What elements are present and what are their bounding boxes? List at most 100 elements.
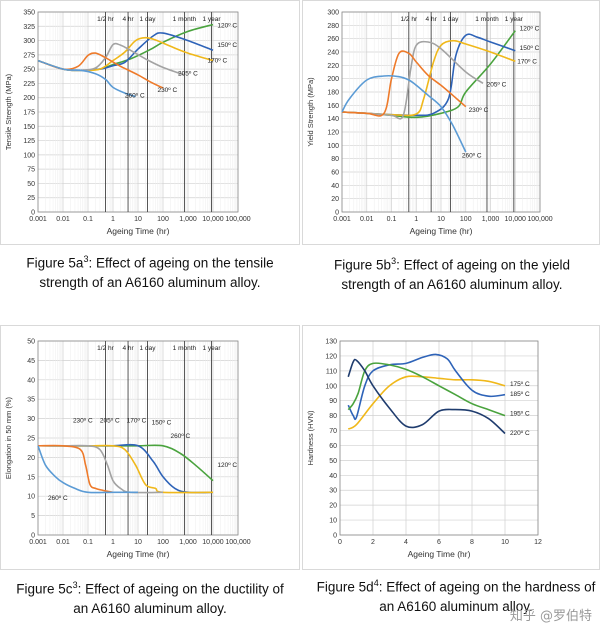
chart-panel-5b: 0 20 40 60 80 100 120 140 160 180 200 220 240 260 280 3… <box>302 0 600 245</box>
series-label: 185º C <box>510 391 530 398</box>
y-tick-label: 80 <box>329 413 337 420</box>
y-tick-label: 50 <box>27 339 35 346</box>
y-tick-label: 30 <box>27 416 35 423</box>
y-tick-label: 75 <box>27 167 35 174</box>
watermark: 知乎 @罗伯特 <box>509 609 592 624</box>
chart-panel-5c: 0 5 10 15 20 25 30 35 40 45 50 0.001 0.01 0.1 1 10 100 1,… <box>0 325 300 570</box>
x-tick-label: 1 <box>111 216 115 223</box>
y-tick-label: 100 <box>327 143 339 150</box>
series-label: 150º C <box>152 419 172 426</box>
chart-5a-tensile-strength: 0 25 50 75 100 125 150 175 200 225 250 275 300 325 350… <box>0 0 300 245</box>
series-label: 205º C <box>100 417 120 424</box>
y-tick-label: 120 <box>327 130 339 137</box>
x-tick-label: 100 <box>460 216 472 223</box>
series-label: 175º C <box>510 381 530 388</box>
caption-5c: Figure 5c3: Effect of ageing on the duct… <box>16 580 284 616</box>
y-tick-label: 275 <box>23 52 35 59</box>
x-tick-label: 1,000 <box>179 539 197 546</box>
x-tick-label: 100,000 <box>225 216 250 223</box>
time-marker-label: 1 month <box>475 16 499 23</box>
chart-5c-elongation: 0 5 10 15 20 25 30 35 40 45 50 0.001 0.01 0.1 1 10 100 1,… <box>0 325 300 570</box>
y-tick-label: 325 <box>23 24 35 31</box>
x-tick-label: 0.001 <box>29 539 47 546</box>
y-tick-label: 30 <box>329 488 337 495</box>
x-tick-label: 100 <box>157 539 169 546</box>
x-tick-label: 1 <box>111 539 115 546</box>
x-tick-label: 4 <box>404 539 408 546</box>
x-tick-label: 10,000 <box>202 539 224 546</box>
y-tick-label: 5 <box>31 513 35 520</box>
series-line <box>37 444 114 494</box>
y-tick-label: 25 <box>27 436 35 443</box>
x-tick-label: 0.1 <box>387 216 397 223</box>
y-tick-label: 45 <box>27 358 35 365</box>
chart-panel-5d: 0 10 20 30 40 50 60 70 80 90 100 110 120 130 0 2 4 6 8 10 12… <box>302 325 600 570</box>
y-tick-label: 35 <box>27 397 35 404</box>
x-axis-label: Ageing Time (hr) <box>107 549 170 559</box>
y-axis-label: Yield Strength (MPa) <box>306 77 315 147</box>
x-tick-label: 10 <box>134 216 142 223</box>
time-marker-label: 1 year <box>203 16 222 23</box>
x-tick-label: 100 <box>157 216 169 223</box>
time-marker-label: 4 hr <box>426 16 438 23</box>
series-label: 120º C <box>217 22 237 29</box>
series-label: 230º C <box>469 107 489 114</box>
series-line <box>347 353 506 421</box>
series-label: 260º C <box>125 93 145 100</box>
time-marker-label: 1/2 hr <box>97 345 114 352</box>
time-marker-label: 1 day <box>442 16 459 23</box>
y-tick-label: 120 <box>325 353 337 360</box>
y-tick-label: 280 <box>327 23 339 30</box>
x-tick-label: 1,000 <box>482 216 500 223</box>
series-label: 150º C <box>217 42 237 49</box>
y-tick-label: 250 <box>23 67 35 74</box>
y-tick-label: 160 <box>327 103 339 110</box>
x-tick-label: 2 <box>371 539 375 546</box>
y-tick-label: 40 <box>329 473 337 480</box>
x-tick-label: 8 <box>470 539 474 546</box>
y-tick-label: 0 <box>31 533 35 540</box>
x-tick-label: 100,000 <box>225 539 250 546</box>
caption-5b: Figure 5b3: Effect of ageing on the yiel… <box>334 256 570 292</box>
time-marker-label: 4 hr <box>122 345 134 352</box>
x-tick-label: 1 <box>414 216 418 223</box>
series-label: 230º C <box>73 417 93 424</box>
y-tick-label: 240 <box>327 50 339 57</box>
series-label: 205º C <box>178 70 198 77</box>
y-tick-label: 200 <box>327 76 339 83</box>
chart-5b-yield-strength: 0 20 40 60 80 100 120 140 160 180 200 220 240 260 280 3… <box>302 0 600 245</box>
y-tick-label: 15 <box>27 474 35 481</box>
x-tick-label: 1,000 <box>179 216 197 223</box>
y-tick-label: 220 <box>327 63 339 70</box>
y-tick-label: 175 <box>23 110 35 117</box>
series-line <box>347 362 506 417</box>
y-tick-label: 140 <box>327 116 339 123</box>
x-tick-label: 10 <box>437 216 445 223</box>
series-line <box>347 358 506 435</box>
x-tick-label: 6 <box>437 539 441 546</box>
series-label: 205º C <box>487 82 507 89</box>
y-tick-label: 10 <box>27 494 35 501</box>
y-tick-label: 150 <box>23 124 35 131</box>
series-label: 170º C <box>207 57 227 64</box>
chart-5d-hardness: 0 10 20 30 40 50 60 70 80 90 100 110 120 130 0 2 4 6 8 10 12… <box>302 325 600 570</box>
chart-frame <box>302 325 600 570</box>
series-label: 170º C <box>127 417 147 424</box>
time-marker-label: 1 year <box>203 345 222 352</box>
y-tick-label: 225 <box>23 81 35 88</box>
x-tick-label: 10 <box>501 539 509 546</box>
series-label: 260º C <box>462 152 482 159</box>
y-tick-label: 40 <box>331 183 339 190</box>
y-axis-label: Tensile Strength (MPa) <box>4 73 13 150</box>
x-tick-label: 0.1 <box>83 216 93 223</box>
y-tick-label: 50 <box>27 181 35 188</box>
x-tick-label: 10 <box>134 539 142 546</box>
y-tick-label: 300 <box>327 10 339 17</box>
y-tick-label: 125 <box>23 138 35 145</box>
series-label: 230º C <box>157 87 177 94</box>
series-label: 260º C <box>48 495 68 502</box>
series-line <box>37 445 138 494</box>
y-axis-label: Elongation in 50 mm (%) <box>4 396 13 479</box>
x-tick-label: 0.01 <box>360 216 374 223</box>
series-label: 170º C <box>517 58 537 65</box>
